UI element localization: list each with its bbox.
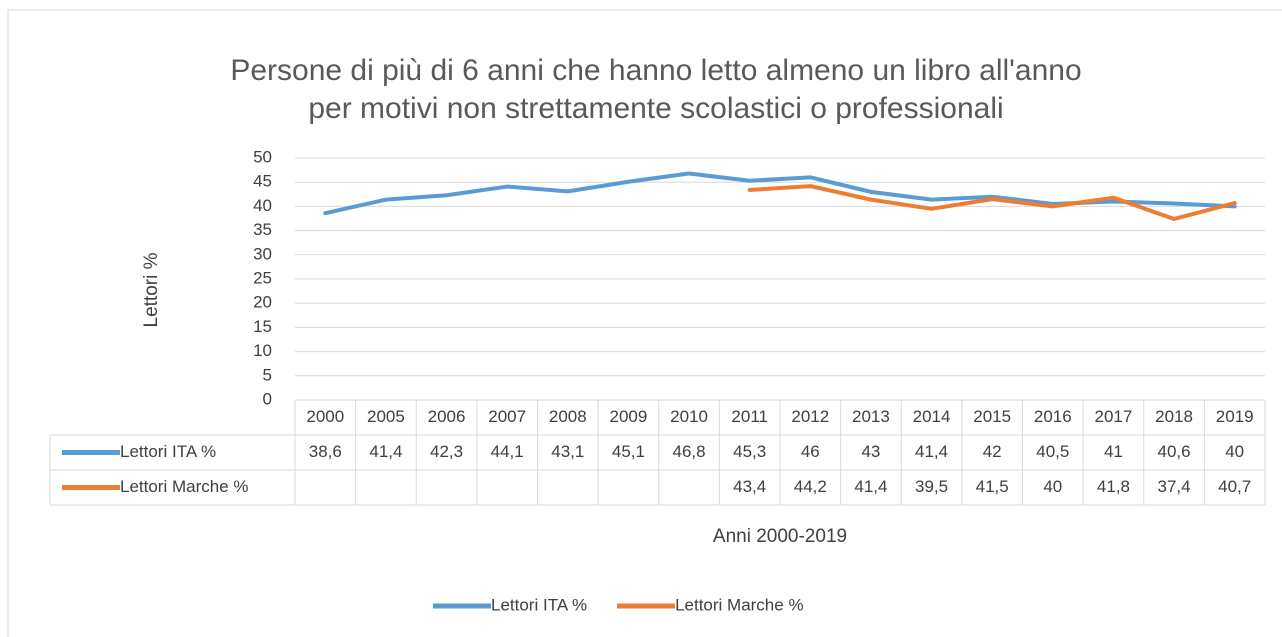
x-tick-label: 2000: [306, 407, 344, 426]
x-tick-label: 2014: [913, 407, 951, 426]
y-tick-label: 20: [253, 293, 272, 312]
x-axis-label: Anni 2000-2019: [713, 526, 847, 547]
x-tick-label: 2011: [731, 407, 768, 426]
data-label: 46: [801, 442, 820, 461]
x-tick-label: 2009: [610, 407, 648, 426]
legend-label: Lettori Marche %: [675, 595, 804, 614]
data-label: 44,2: [794, 477, 827, 496]
data-label: 45,3: [733, 442, 766, 461]
legend-label: Lettori ITA %: [491, 595, 587, 614]
data-label: 41,4: [369, 442, 402, 461]
y-tick-label: 0: [263, 389, 272, 408]
x-tick-label: 2006: [428, 407, 466, 426]
data-label: 40,7: [1218, 477, 1251, 496]
x-tick-label: 2010: [670, 407, 708, 426]
data-label: 38,6: [309, 442, 342, 461]
x-tick-label: 2005: [367, 407, 405, 426]
chart-title: Persone di più di 6 anni che hanno letto…: [230, 54, 1081, 87]
y-tick-label: 45: [253, 172, 272, 191]
data-label: 40: [1225, 442, 1244, 461]
data-label: 40,6: [1158, 442, 1191, 461]
y-tick-label: 35: [253, 220, 272, 239]
data-label: 42,3: [430, 442, 463, 461]
data-label: 43: [861, 442, 880, 461]
y-tick-label: 5: [263, 365, 272, 384]
data-label: 46,8: [673, 442, 706, 461]
chart-title: per motivi non strettamente scolastici o…: [308, 92, 1003, 125]
data-label: 42: [983, 442, 1002, 461]
x-tick-label: 2012: [791, 407, 829, 426]
data-label: 43,1: [551, 442, 584, 461]
y-axis-label: Lettori %: [141, 252, 162, 327]
legend-label: Lettori ITA %: [120, 442, 216, 461]
data-label: 43,4: [733, 477, 766, 496]
data-label: 37,4: [1158, 477, 1191, 496]
y-tick-label: 30: [253, 244, 272, 263]
data-label: 41,8: [1097, 477, 1130, 496]
data-label: 44,1: [491, 442, 524, 461]
data-label: 41: [1104, 442, 1123, 461]
chart-frame: [7, 9, 1282, 637]
x-tick-label: 2008: [549, 407, 587, 426]
data-label: 40,5: [1036, 442, 1069, 461]
x-tick-label: 2019: [1216, 407, 1254, 426]
x-tick-label: 2018: [1155, 407, 1193, 426]
data-label: 41,5: [976, 477, 1009, 496]
y-tick-label: 25: [253, 268, 272, 287]
data-label: 41,4: [915, 442, 948, 461]
x-tick-label: 2015: [973, 407, 1011, 426]
y-tick-label: 50: [253, 147, 272, 166]
data-label: 45,1: [612, 442, 645, 461]
data-label: 41,4: [854, 477, 887, 496]
x-tick-label: 2013: [852, 407, 890, 426]
x-tick-label: 2016: [1034, 407, 1072, 426]
data-label: 40: [1043, 477, 1062, 496]
x-tick-label: 2007: [488, 407, 526, 426]
y-tick-label: 10: [253, 341, 272, 360]
y-tick-label: 15: [253, 317, 272, 336]
x-tick-label: 2017: [1095, 407, 1133, 426]
y-tick-label: 40: [253, 196, 272, 215]
series-line: [747, 184, 1237, 221]
data-label: 39,5: [915, 477, 948, 496]
legend-label: Lettori Marche %: [120, 477, 249, 496]
